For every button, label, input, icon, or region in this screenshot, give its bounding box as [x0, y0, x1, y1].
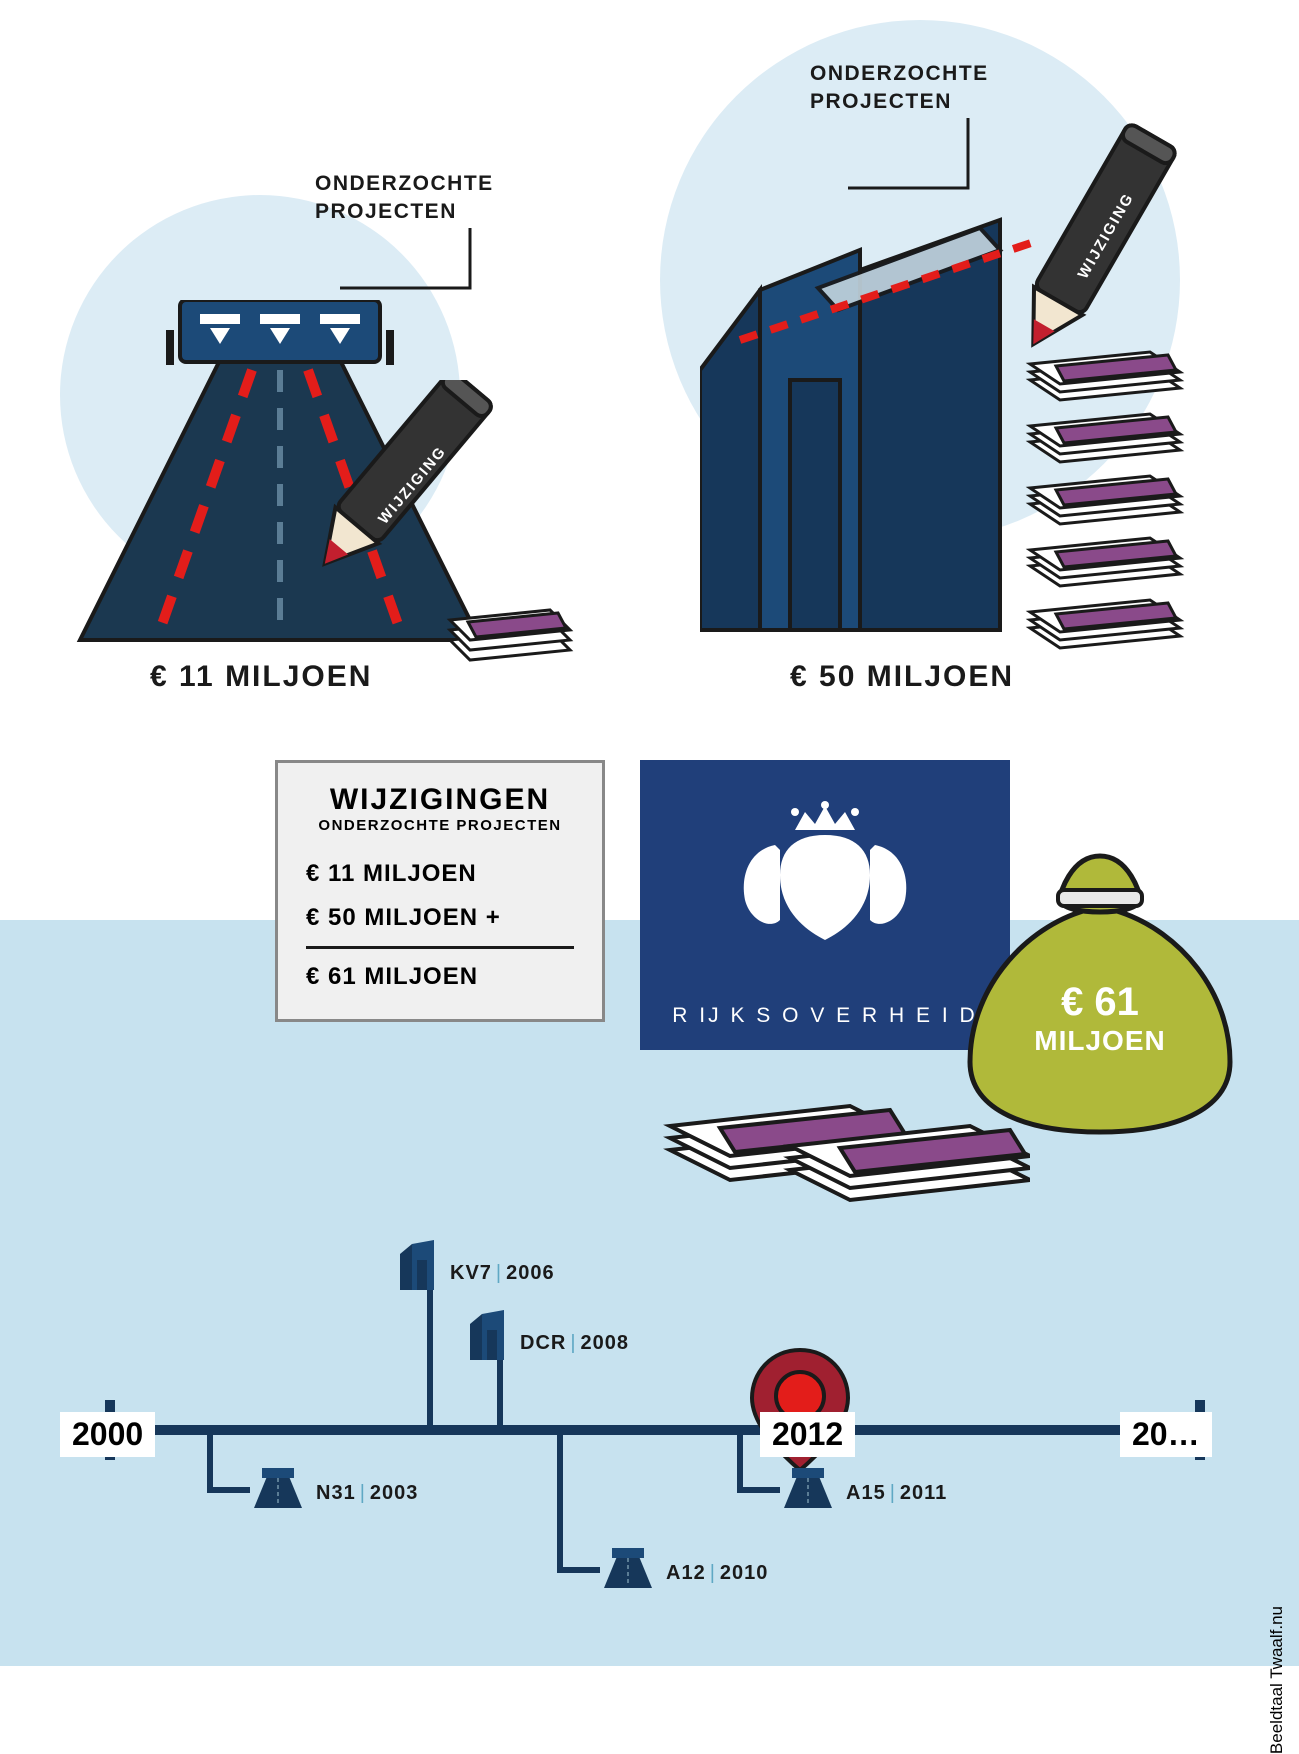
bag-line2: MILJOEN	[1000, 1025, 1200, 1057]
right-panel: ONDERZOCHTE PROJECTEN WIJZIGING	[680, 60, 1240, 720]
left-label: ONDERZOCHTE PROJECTEN	[315, 170, 535, 227]
bag-line1: € 61	[1000, 980, 1200, 1025]
right-money-stacks	[1020, 340, 1200, 665]
left-money-icon	[440, 590, 580, 670]
timeline	[0, 1200, 1299, 1660]
sum-divider	[306, 946, 574, 949]
right-caption: € 50 MILJOEN	[790, 660, 1014, 694]
sum-row1: € 11 MILJOEN	[306, 852, 574, 896]
sum-title: WIJZIGINGEN	[306, 783, 574, 817]
sum-box: WIJZIGINGEN ONDERZOCHTE PROJECTEN € 11 M…	[275, 760, 605, 1022]
credit-text: Beeldtaal Twaalf.nu	[1267, 1606, 1287, 1754]
bag-money-icon	[650, 1060, 1030, 1220]
left-pencil-icon: WIJZIGING	[300, 380, 540, 620]
timeline-end: 20…	[1120, 1412, 1212, 1457]
timeline-down-1: A15|2011	[846, 1482, 947, 1505]
timeline-down-0: N31|2003	[316, 1482, 418, 1505]
timeline-down-2: A12|2010	[666, 1562, 768, 1585]
timeline-start: 2000	[60, 1412, 155, 1457]
timeline-mid: 2012	[760, 1412, 855, 1457]
left-caption: € 11 MILJOEN	[150, 660, 372, 694]
sum-subtitle: ONDERZOCHTE PROJECTEN	[306, 817, 574, 834]
sum-total: € 61 MILJOEN	[306, 955, 574, 999]
right-label: ONDERZOCHTE PROJECTEN	[810, 60, 1030, 117]
timeline-up-0: KV7|2006	[450, 1262, 555, 1285]
left-panel: ONDERZOCHTE PROJECTEN	[70, 170, 570, 720]
bag-text: € 61 MILJOEN	[1000, 980, 1200, 1057]
timeline-up-1: DCR|2008	[520, 1332, 629, 1355]
sum-row2: € 50 MILJOEN +	[306, 896, 574, 940]
